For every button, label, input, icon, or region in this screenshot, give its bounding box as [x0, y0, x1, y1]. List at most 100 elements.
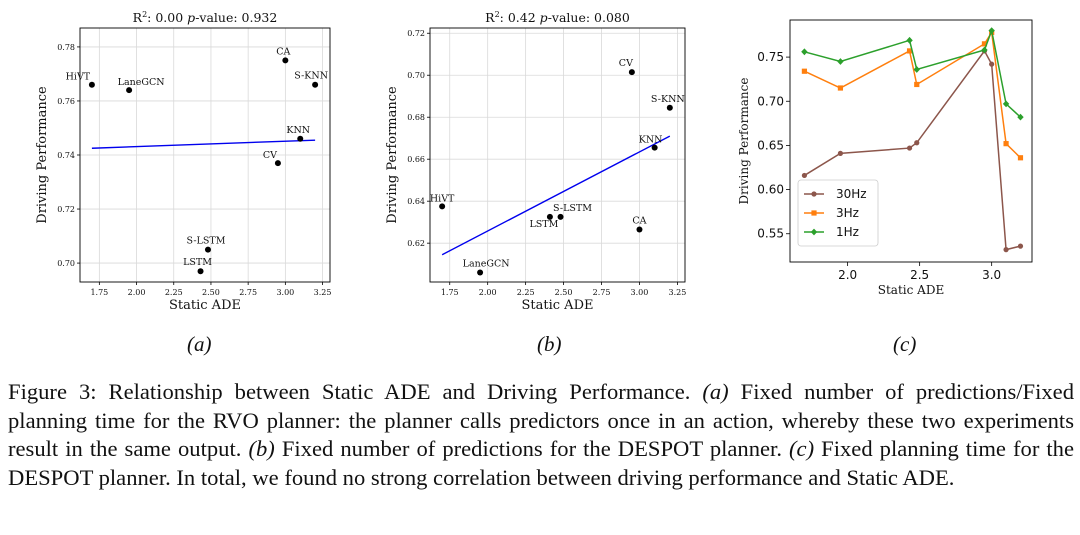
series-point-30hz	[1003, 247, 1009, 253]
title-superscript: 2	[142, 10, 147, 19]
regression-line	[91, 139, 316, 149]
point-label-s-knn: S-KNN	[651, 94, 685, 105]
y-tick-label: 0.64	[407, 197, 425, 206]
series-point-1hz	[1002, 100, 1010, 108]
legend-marker-30hz	[811, 191, 817, 197]
series-line-3hz	[804, 30, 1022, 159]
y-tick-label: 0.68	[407, 113, 425, 122]
point-label-hivt: HiVT	[430, 193, 455, 204]
title-p: p	[187, 10, 195, 25]
series-point-1hz	[837, 58, 844, 65]
plot-frame	[429, 27, 686, 283]
chart-b: 1.75 2.00 2.25 2.50 2.75 3.00 3.25 0.62 0.64 0.66…	[385, 10, 687, 313]
point-label-lstm: LSTM	[529, 219, 558, 230]
panel-label-a: (a)	[187, 332, 212, 356]
y-axis-label: Driving Performance	[737, 78, 751, 205]
data-point-ca	[636, 226, 643, 233]
y-tick-label: 0.75	[757, 50, 784, 64]
point-label-lanegcn: LaneGCN	[463, 259, 510, 270]
series-point-1hz	[981, 46, 988, 54]
legend-box	[797, 179, 879, 247]
data-point-lanegcn	[477, 269, 484, 276]
legend-marker-3hz	[811, 210, 817, 216]
data-point-s-knn	[312, 81, 319, 88]
series-point-3hz	[801, 68, 808, 74]
title-part: : 0.00	[147, 10, 187, 25]
y-tick-label: 0.62	[407, 239, 425, 248]
y-tick-label: 0.55	[757, 227, 784, 241]
series-line-1hz	[804, 27, 1021, 118]
legend-label-3hz: 3Hz	[836, 206, 859, 220]
series-point-30hz	[914, 140, 920, 146]
point-label-s-lstm: S-LSTM	[186, 236, 225, 247]
title-superscript: 2	[495, 10, 500, 19]
point-label-knn: KNN	[286, 125, 310, 136]
series-point-3hz	[1003, 141, 1009, 147]
y-axis-label: Driving Performance	[385, 86, 400, 224]
legend-label-1hz: 1Hz	[836, 225, 859, 239]
caption-segment: (c)	[789, 436, 815, 461]
data-point-s-lstm	[204, 246, 211, 253]
y-tick-label: 0.72	[57, 205, 75, 214]
point-label-s-lstm: S-LSTM	[553, 203, 592, 214]
title-part: -value: 0.080	[548, 10, 630, 25]
x-tick-label: 2.5	[910, 268, 929, 282]
chart-a: 1.75 2.00 2.25 2.50 2.75 3.00 3.25 0.70 0.72 0.74…	[35, 10, 331, 313]
x-tick-label: 3.00	[631, 288, 649, 297]
y-tick-label: 0.60	[757, 183, 784, 197]
x-tick-label: 2.50	[202, 288, 220, 297]
data-point-lstm	[546, 213, 553, 220]
data-point-s-lstm	[557, 213, 564, 220]
series-point-3hz	[1017, 155, 1024, 161]
series-point-1hz	[913, 66, 920, 73]
title-part: R	[133, 10, 143, 25]
series-point-3hz	[981, 41, 988, 47]
series-point-3hz	[914, 81, 920, 88]
y-tick-label: 0.65	[757, 138, 784, 152]
chart-title: R2: 0.42 p-value: 0.080	[485, 10, 630, 25]
regression-line	[441, 135, 671, 256]
x-tick-label: 3.0	[982, 268, 1001, 282]
panel-label-c: (c)	[893, 332, 917, 356]
title-part: R	[485, 10, 495, 25]
legend-label-30hz: 30Hz	[836, 187, 867, 201]
point-label-lanegcn: LaneGCN	[118, 77, 165, 88]
x-axis-label: Static ADE	[522, 298, 594, 313]
title-part: -value: 0.932	[195, 10, 277, 25]
series-point-3hz	[906, 48, 913, 54]
chart-title: R2: 0.00 p-value: 0.932	[133, 10, 278, 25]
x-tick-label: 2.00	[479, 288, 497, 297]
y-tick-label: 0.70	[757, 94, 784, 108]
x-tick-label: 1.75	[90, 288, 108, 297]
series-point-1hz	[1017, 113, 1024, 121]
y-tick-label: 0.66	[407, 155, 425, 164]
plot-frame	[79, 27, 331, 283]
series-point-30hz	[906, 145, 913, 151]
data-point-s-knn	[666, 104, 673, 111]
y-tick-label: 0.70	[57, 259, 75, 268]
x-tick-label: 2.00	[128, 288, 146, 297]
x-axis-label: Static ADE	[878, 283, 944, 297]
x-tick-label: 3.00	[276, 288, 294, 297]
point-label-ca: CA	[632, 216, 646, 227]
point-label-ca: CA	[276, 46, 290, 57]
chart-c: 2.0 2.5 3.0 0.55 0.60 0.65 0.70 0.75 30Hz 3Hz 1Hz S…	[737, 19, 1033, 297]
data-point-lstm	[197, 268, 204, 275]
series-point-1hz	[801, 48, 808, 56]
y-tick-label: 0.76	[57, 97, 75, 106]
x-tick-label: 2.75	[593, 288, 611, 297]
data-point-cv	[628, 69, 635, 76]
caption-segment: Fixed number of predictions for the DESP…	[274, 436, 790, 461]
x-tick-label: 2.25	[165, 288, 183, 297]
point-label-lstm: LSTM	[183, 257, 212, 268]
caption-segment: (a)	[702, 379, 729, 404]
point-label-cv: CV	[619, 58, 633, 69]
x-tick-label: 2.50	[555, 288, 573, 297]
series-point-3hz	[837, 85, 844, 91]
x-tick-label: 3.25	[669, 288, 687, 297]
series-line-30hz	[804, 49, 1021, 251]
series-point-30hz	[1017, 243, 1024, 249]
data-point-hivt	[88, 81, 95, 88]
data-point-hivt	[439, 203, 446, 210]
y-tick-label: 0.74	[57, 151, 75, 160]
